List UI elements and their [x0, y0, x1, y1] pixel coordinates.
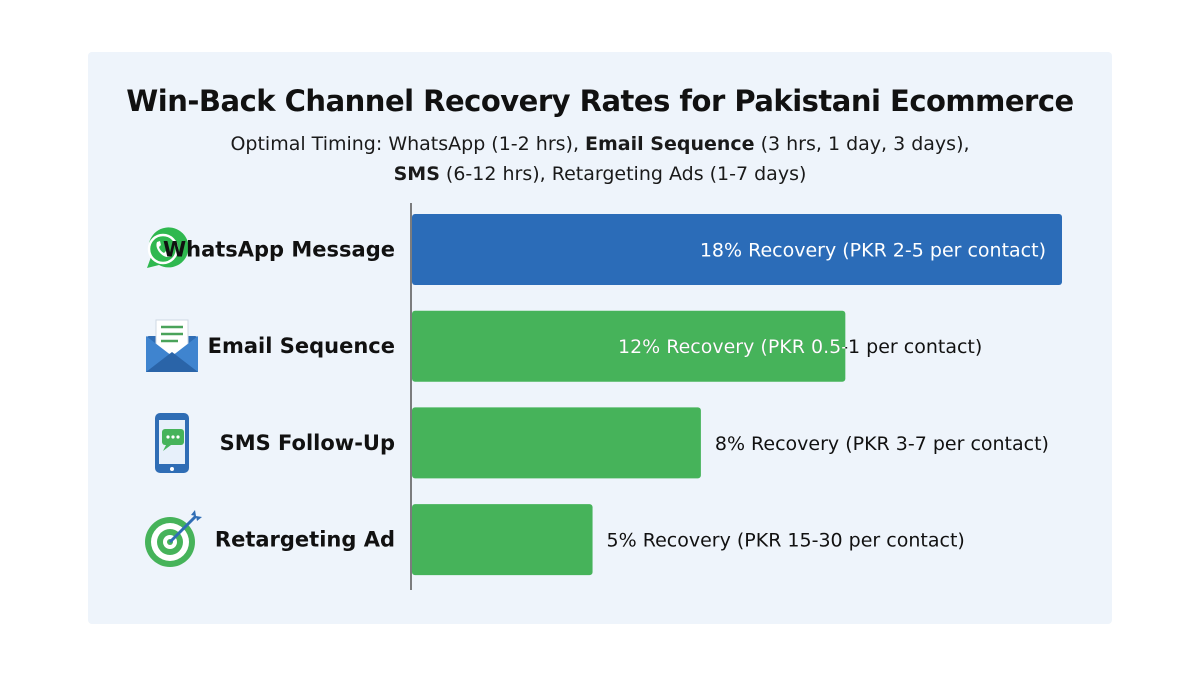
bar-sms-follow-up [412, 407, 701, 479]
bar-whatsapp-message [412, 214, 1062, 285]
category-label-retargeting-ad: Retargeting Ad [215, 528, 395, 552]
subtitle-run: (6-12 hrs), Retargeting Ads (1-7 days) [439, 163, 807, 185]
data-label-email-sequence: 12% Recovery (PKR 0.5-1 per contact) [618, 336, 982, 358]
data-label-whatsapp-message: 18% Recovery (PKR 2-5 per contact) [700, 240, 1046, 262]
chart-title: Win-Back Channel Recovery Rates for Paki… [126, 84, 1074, 118]
category-label-sms-follow-up: SMS Follow-Up [220, 431, 395, 455]
data-label-email-sequence-inbar: 12% Recovery (PKR 0.5-1 per contact) [618, 336, 982, 358]
chart-subtitle-line-1: Optimal Timing: WhatsApp (1-2 hrs), Emai… [0, 133, 1200, 155]
data-label-retargeting-ad: 5% Recovery (PKR 15-30 per contact) [607, 530, 965, 552]
subtitle-run: SMS [393, 163, 440, 185]
subtitle-run: Email Sequence [585, 133, 755, 155]
subtitle-run: (3 hrs, 1 day, 3 days), [754, 133, 970, 155]
sms-phone-icon [155, 413, 189, 473]
whatsapp-icon [147, 227, 189, 268]
category-label-email-sequence: Email Sequence [208, 334, 395, 358]
target-icon [145, 510, 202, 567]
chart-subtitle-line-2: SMS (6-12 hrs), Retargeting Ads (1-7 day… [0, 163, 1200, 185]
bar-retargeting-ad [412, 504, 593, 576]
email-icon [146, 319, 198, 372]
subtitle-run: Optimal Timing: WhatsApp (1-2 hrs), [230, 133, 586, 155]
category-label-whatsapp-message: WhatsApp Message [163, 238, 395, 262]
bar-email-sequence [412, 310, 846, 382]
data-label-sms-follow-up: 8% Recovery (PKR 3-7 per contact) [715, 433, 1049, 455]
